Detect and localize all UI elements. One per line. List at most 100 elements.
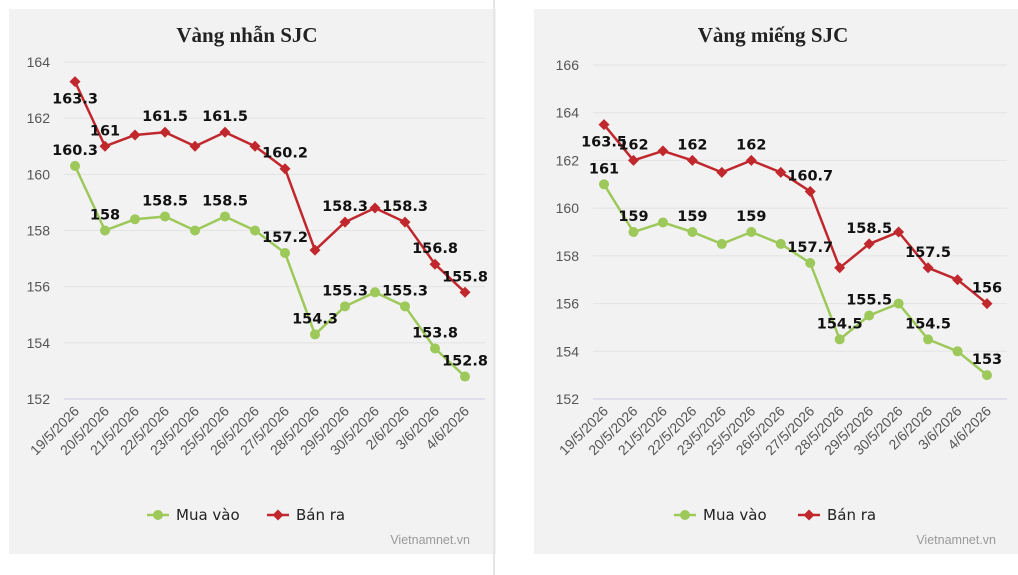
data-point-mua-vao[interactable] — [400, 301, 410, 312]
y-tick-label: 158 — [556, 248, 580, 264]
data-point-mua-vao[interactable] — [70, 160, 80, 171]
data-point-ban-ra[interactable] — [775, 166, 787, 178]
data-label: 156 — [972, 281, 1002, 297]
data-point-mua-vao[interactable] — [220, 211, 230, 222]
y-tick-label: 152 — [27, 391, 51, 407]
legend-label-mua-vao[interactable]: Mua vào — [176, 506, 240, 524]
legend-label-ban-ra[interactable]: Bán ra — [827, 506, 876, 524]
data-label: 158.5 — [846, 221, 892, 237]
data-point-mua-vao[interactable] — [893, 298, 904, 309]
data-point-mua-vao[interactable] — [923, 334, 934, 345]
data-point-ban-ra[interactable] — [429, 258, 441, 270]
data-point-mua-vao[interactable] — [130, 214, 140, 225]
data-point-mua-vao[interactable] — [340, 301, 350, 312]
data-point-mua-vao[interactable] — [628, 227, 639, 237]
data-point-mua-vao[interactable] — [864, 310, 875, 321]
y-tick-label: 164 — [27, 54, 51, 70]
y-tick-label: 162 — [556, 152, 580, 168]
data-label: 154.3 — [292, 311, 338, 327]
legend-label-mua-vao[interactable]: Mua vào — [703, 506, 767, 524]
data-point-ban-ra[interactable] — [922, 262, 934, 274]
data-point-ban-ra[interactable] — [686, 154, 698, 166]
chart-right: Vàng miếng SJC15215415615816016216416619… — [556, 23, 1007, 547]
data-point-ban-ra[interactable] — [339, 216, 351, 228]
data-label: 159 — [736, 209, 766, 225]
data-point-ban-ra[interactable] — [159, 126, 171, 138]
data-point-ban-ra[interactable] — [716, 166, 728, 178]
data-point-ban-ra[interactable] — [893, 226, 905, 238]
chart-title: Vàng nhẫn SJC — [176, 23, 317, 47]
data-point-mua-vao[interactable] — [430, 343, 440, 354]
data-point-ban-ra[interactable] — [69, 76, 81, 88]
data-point-mua-vao[interactable] — [310, 329, 320, 340]
data-point-ban-ra[interactable] — [279, 163, 291, 175]
data-label: 159 — [677, 209, 707, 225]
data-point-mua-vao[interactable] — [100, 225, 110, 236]
data-point-ban-ra[interactable] — [399, 216, 411, 228]
legend-marker-ban-ra — [803, 509, 815, 521]
data-point-mua-vao[interactable] — [805, 258, 816, 269]
data-label: 158.5 — [142, 193, 188, 209]
data-point-ban-ra[interactable] — [249, 140, 261, 152]
data-point-ban-ra[interactable] — [804, 185, 816, 197]
data-point-ban-ra[interactable] — [369, 202, 381, 214]
data-label: 158.3 — [382, 199, 428, 215]
data-point-mua-vao[interactable] — [982, 370, 992, 381]
data-label: 160.2 — [262, 146, 308, 162]
data-point-mua-vao[interactable] — [687, 227, 698, 237]
series-line — [73, 165, 466, 378]
data-label: 163.3 — [52, 92, 98, 108]
data-label: 163.5 — [581, 135, 627, 151]
data-point-ban-ra[interactable] — [863, 238, 875, 250]
data-point-ban-ra[interactable] — [219, 126, 231, 138]
data-label: 158 — [90, 208, 120, 224]
data-point-mua-vao[interactable] — [280, 247, 290, 258]
data-label: 154.5 — [905, 316, 951, 332]
data-point-mua-vao[interactable] — [834, 334, 845, 345]
y-tick-label: 152 — [556, 391, 580, 407]
data-label: 152.8 — [442, 354, 488, 370]
data-point-ban-ra[interactable] — [657, 145, 669, 157]
data-point-ban-ra[interactable] — [459, 286, 471, 298]
data-point-mua-vao[interactable] — [657, 217, 668, 228]
data-point-mua-vao[interactable] — [460, 371, 470, 382]
chart-credit[interactable]: Vietnamnet.vn — [916, 533, 996, 547]
data-point-mua-vao[interactable] — [952, 346, 963, 357]
data-point-mua-vao[interactable] — [190, 225, 200, 236]
data-point-ban-ra[interactable] — [952, 274, 964, 286]
data-point-mua-vao[interactable] — [160, 211, 170, 222]
data-point-ban-ra[interactable] — [981, 298, 993, 310]
y-tick-label: 156 — [27, 279, 51, 295]
panel-divider — [493, 0, 495, 575]
data-point-mua-vao[interactable] — [716, 238, 727, 249]
data-point-mua-vao[interactable] — [599, 179, 609, 190]
data-point-mua-vao[interactable] — [250, 225, 260, 236]
data-label: 161 — [90, 123, 120, 139]
data-point-ban-ra[interactable] — [99, 140, 111, 152]
data-point-mua-vao[interactable] — [370, 287, 380, 298]
data-point-ban-ra[interactable] — [309, 244, 321, 256]
y-tick-label: 156 — [556, 296, 580, 312]
y-tick-label: 162 — [27, 110, 51, 126]
y-tick-label: 164 — [556, 105, 580, 121]
legend-marker-ban-ra — [272, 509, 284, 521]
data-label: 156.8 — [412, 241, 458, 257]
y-tick-label: 158 — [27, 223, 51, 239]
data-point-ban-ra[interactable] — [189, 140, 201, 152]
data-label: 162 — [677, 137, 707, 153]
data-label: 157.5 — [905, 245, 951, 261]
data-point-mua-vao[interactable] — [775, 238, 786, 249]
data-point-ban-ra[interactable] — [598, 119, 610, 131]
chart-title: Vàng miếng SJC — [698, 23, 849, 47]
data-point-ban-ra[interactable] — [745, 154, 757, 166]
y-tick-label: 166 — [556, 57, 580, 73]
data-point-ban-ra[interactable] — [627, 154, 639, 166]
y-tick-label: 160 — [556, 200, 580, 216]
chart-credit[interactable]: Vietnamnet.vn — [390, 533, 470, 547]
data-label: 160.3 — [52, 143, 98, 159]
data-point-ban-ra[interactable] — [834, 262, 846, 274]
data-point-ban-ra[interactable] — [129, 129, 141, 141]
data-label: 160.7 — [787, 168, 833, 184]
data-point-mua-vao[interactable] — [746, 227, 757, 237]
legend-label-ban-ra[interactable]: Bán ra — [296, 506, 345, 524]
